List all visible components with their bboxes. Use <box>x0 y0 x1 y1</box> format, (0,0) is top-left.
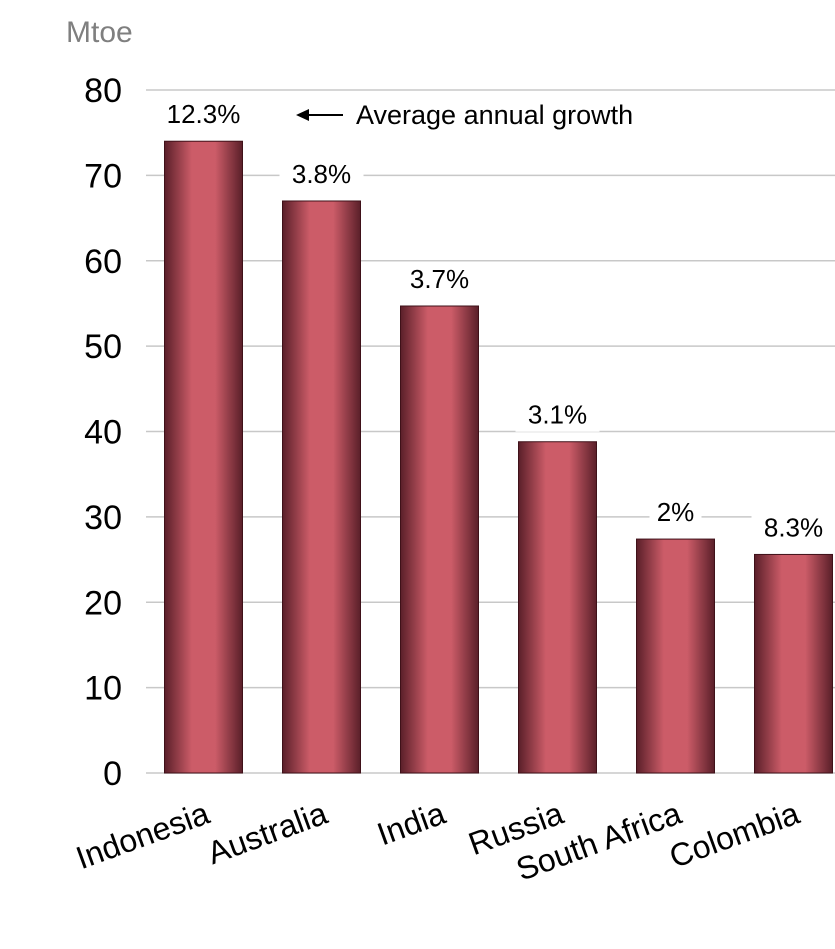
y-axis-tick-labels: 0 10 20 30 40 50 60 70 80 <box>84 72 122 793</box>
data-label-colombia: 8.3% <box>764 512 823 542</box>
bar-russia <box>518 441 597 774</box>
category-label-australia: Australia <box>203 795 332 871</box>
data-label-bg-colombia <box>751 510 835 545</box>
data-label-australia: 3.8% <box>292 159 351 189</box>
annotation-text: Average annual growth <box>356 100 633 130</box>
y-tick-label-70: 70 <box>84 157 122 195</box>
data-label-russia: 3.1% <box>528 400 587 430</box>
bar-india <box>400 305 479 774</box>
y-tick-label-60: 60 <box>84 243 122 281</box>
category-label-india: India <box>372 795 450 853</box>
category-label-colombia: Colombia <box>665 795 805 875</box>
data-label-bg-south-africa <box>649 495 702 530</box>
gridlines <box>146 89 835 774</box>
annotation: Average annual growth <box>296 100 633 130</box>
y-axis-unit-label: Mtoe <box>66 16 133 49</box>
bar-south-africa <box>636 538 715 774</box>
data-label-india: 3.7% <box>410 264 469 294</box>
category-label-indonesia: Indonesia <box>71 795 214 876</box>
y-tick-label-40: 40 <box>84 414 122 452</box>
data-label-bg-india <box>397 261 482 296</box>
data-label-south-africa: 2% <box>657 497 695 527</box>
y-tick-label-80: 80 <box>84 72 122 110</box>
data-label-indonesia: 12.3% <box>167 99 241 129</box>
y-tick-label-30: 30 <box>84 499 122 537</box>
data-label-bg-australia <box>279 156 364 191</box>
data-label-bg-russia <box>515 397 600 432</box>
y-tick-label-50: 50 <box>84 328 122 366</box>
bar-indonesia <box>164 140 243 774</box>
y-tick-label-0: 0 <box>103 755 122 793</box>
y-tick-label-10: 10 <box>84 670 122 708</box>
bar-australia <box>282 200 361 774</box>
data-label-bg-indonesia <box>153 97 254 132</box>
y-tick-label-20: 20 <box>84 584 122 622</box>
annotation-arrow-head <box>296 109 309 121</box>
data-labels: 12.3% 3.8% 3.7% 3.1% 2% 8.3% <box>153 97 835 545</box>
bar-colombia <box>754 553 833 774</box>
bars <box>164 140 833 774</box>
